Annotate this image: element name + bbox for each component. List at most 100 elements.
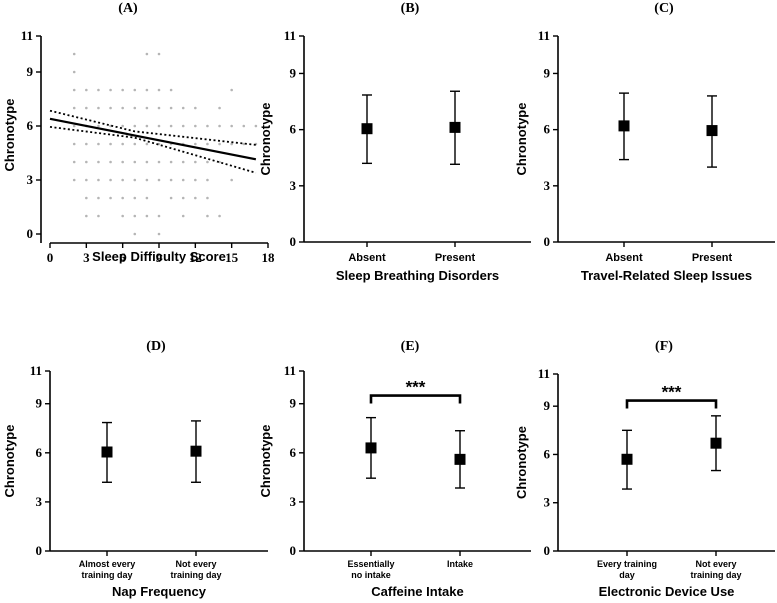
y-axis-label: Chronotype xyxy=(258,425,273,498)
scatter-point xyxy=(72,52,76,56)
scatter-point xyxy=(169,124,173,128)
scatter-point xyxy=(133,232,137,236)
scatter-point xyxy=(133,106,137,110)
scatter-point xyxy=(109,142,112,146)
y-tick-label: 6 xyxy=(27,118,34,133)
scatter-point xyxy=(121,88,124,92)
x-axis-label: Sleep Breathing Disorders xyxy=(336,268,499,283)
scatter-point xyxy=(85,88,88,92)
y-tick-label: 3 xyxy=(27,172,34,187)
scatter-point xyxy=(97,214,100,218)
y-axis-label: Chronotype xyxy=(2,99,17,172)
y-tick-label: 9 xyxy=(544,65,551,80)
scatter-point xyxy=(145,106,149,110)
scatter-point xyxy=(97,178,100,182)
y-tick-label: 11 xyxy=(30,363,42,378)
category-label: Not every xyxy=(175,559,216,569)
scatter-point xyxy=(181,160,185,164)
panel-b: (B) Chronotype 0 3 6 9 11 Absent Present Sleep Br… xyxy=(258,1,531,283)
scatter-point xyxy=(121,124,124,128)
scatter-point xyxy=(97,106,100,110)
category-label: training day xyxy=(690,570,741,580)
scatter-point xyxy=(194,196,197,200)
scatter-point xyxy=(72,70,76,74)
scatter-point xyxy=(97,160,100,164)
scatter-point xyxy=(157,124,161,128)
scatter-point xyxy=(145,124,149,128)
scatter-point xyxy=(109,160,112,164)
scatter-point xyxy=(145,214,149,218)
significance-bracket xyxy=(369,394,462,404)
scatter-point xyxy=(194,106,197,110)
scatter-point xyxy=(85,106,88,110)
category-label: Almost every xyxy=(79,559,136,569)
scatter-point xyxy=(169,106,173,110)
scatter-point xyxy=(133,124,137,128)
y-tick-label: 9 xyxy=(544,398,551,413)
scatter-point xyxy=(85,196,88,200)
panel-title: (E) xyxy=(401,339,420,354)
scatter-point xyxy=(85,160,88,164)
scatter-point xyxy=(72,124,76,128)
panel-title: (D) xyxy=(146,339,166,354)
category-label: Absent xyxy=(605,252,643,264)
scatter-point xyxy=(157,232,161,236)
y-tick-label: 0 xyxy=(36,543,43,558)
scatter-point xyxy=(97,196,100,200)
y-tick-label: 11 xyxy=(538,366,550,381)
scatter-point xyxy=(206,124,209,128)
scatter-point xyxy=(109,178,112,182)
scatter-point xyxy=(194,142,197,146)
y-tick-label: 6 xyxy=(290,445,297,460)
panel-title: (B) xyxy=(401,1,420,16)
scatter-point xyxy=(109,124,112,128)
mean-marker xyxy=(710,437,722,449)
scatter-point xyxy=(218,124,221,128)
scatter-point xyxy=(97,124,100,128)
scatter-point xyxy=(145,178,149,182)
x-tick-label: 12 xyxy=(189,250,202,265)
y-tick-label: 3 xyxy=(544,178,551,193)
significance-bracket xyxy=(625,399,718,409)
y-tick-label: 9 xyxy=(290,65,297,80)
scatter-point xyxy=(145,160,149,164)
scatter-point xyxy=(230,88,233,92)
category-label: day xyxy=(619,570,635,580)
scatter-point xyxy=(181,106,185,110)
scatter-point xyxy=(121,106,124,110)
scatter-point xyxy=(242,124,246,128)
y-tick-label: 11 xyxy=(284,28,296,43)
category-label: Every training xyxy=(597,559,657,569)
scatter-point xyxy=(206,142,209,146)
category-label: Essentially xyxy=(347,559,394,569)
scatter-point xyxy=(206,160,209,164)
scatter-point xyxy=(157,142,161,146)
y-tick-label: 11 xyxy=(21,28,33,43)
mean-marker xyxy=(454,453,466,465)
category-label: Present xyxy=(692,252,733,264)
x-axis-label: Electronic Device Use xyxy=(599,584,735,599)
scatter-point xyxy=(169,178,173,182)
ci-lower-line xyxy=(49,126,257,174)
scatter-point xyxy=(85,142,88,146)
scatter-point xyxy=(242,142,246,146)
panel-c: (C) Chronotype 0 3 6 9 11 Absent Present Travel-R… xyxy=(514,1,775,283)
scatter-point xyxy=(133,214,137,218)
y-tick-label: 11 xyxy=(538,28,550,43)
scatter-point xyxy=(72,160,76,164)
mean-marker xyxy=(706,125,718,137)
scatter-point xyxy=(72,106,76,110)
significance-label: *** xyxy=(662,383,682,402)
y-tick-label: 9 xyxy=(290,396,297,411)
scatter-point xyxy=(157,88,161,92)
x-tick-label: 0 xyxy=(47,250,54,265)
category-label: training day xyxy=(81,570,132,580)
scatter-point xyxy=(157,178,161,182)
scatter-point xyxy=(133,160,137,164)
y-tick-label: 9 xyxy=(36,396,43,411)
scatter-point xyxy=(194,178,197,182)
scatter-point xyxy=(169,88,173,92)
mean-marker xyxy=(190,445,202,457)
